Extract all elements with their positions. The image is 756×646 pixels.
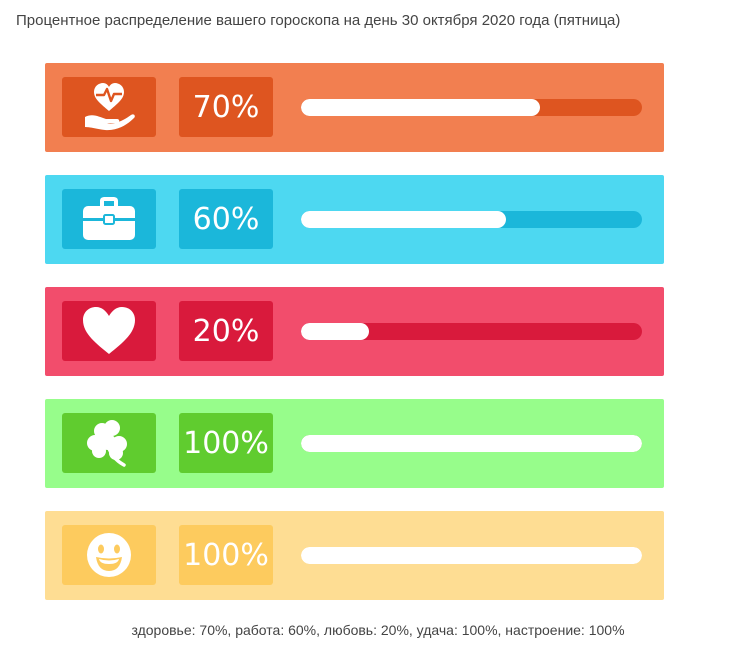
progress-track-health <box>301 99 642 116</box>
chart-title: Процентное распределение вашего гороскоп… <box>16 12 621 29</box>
bar-row-mood: 100% <box>45 511 664 600</box>
percent-label-mood: 100% <box>179 525 273 585</box>
bar-row-health: 70% <box>45 63 664 152</box>
percent-label-luck: 100% <box>179 413 273 473</box>
icon-box-luck <box>62 413 156 473</box>
bar-row-luck: 100% <box>45 399 664 488</box>
progress-fill-mood <box>301 547 642 564</box>
icon-box-work <box>62 189 156 249</box>
icon-box-mood <box>62 525 156 585</box>
percent-label-work: 60% <box>179 189 273 249</box>
percent-label-health: 70% <box>179 77 273 137</box>
health-heart-hand-icon <box>85 83 135 131</box>
heart-icon <box>83 307 135 354</box>
bar-row-work: 60% <box>45 175 664 264</box>
progress-fill-health <box>301 99 540 116</box>
icon-box-love <box>62 301 156 361</box>
progress-track-luck <box>301 435 642 452</box>
progress-track-love <box>301 323 642 340</box>
progress-fill-luck <box>301 435 642 452</box>
progress-fill-work <box>301 211 506 228</box>
progress-track-mood <box>301 547 642 564</box>
clover-icon <box>87 420 127 467</box>
smiley-icon <box>87 533 131 577</box>
progress-track-work <box>301 211 642 228</box>
briefcase-icon <box>83 197 135 240</box>
icon-box-health <box>62 77 156 137</box>
progress-fill-love <box>301 323 370 340</box>
bar-row-love: 20% <box>45 287 664 376</box>
percent-label-love: 20% <box>179 301 273 361</box>
summary-text: здоровье: 70%, работа: 60%, любовь: 20%,… <box>131 622 625 638</box>
horoscope-bars: 70% 60% 20% <box>45 63 664 623</box>
